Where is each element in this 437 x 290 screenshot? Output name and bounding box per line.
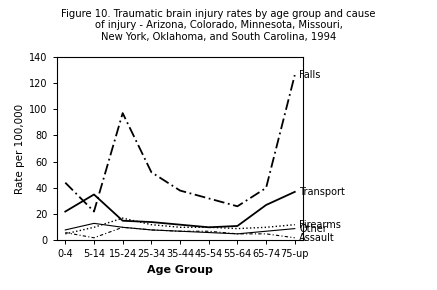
Text: Other: Other — [299, 224, 327, 234]
Transport — [264, 203, 269, 207]
Assault — [235, 232, 240, 235]
Falls — [177, 189, 183, 192]
Text: Firearms: Firearms — [299, 220, 341, 230]
Text: Assault: Assault — [299, 233, 335, 243]
Transport — [149, 220, 154, 224]
Assault — [120, 226, 125, 229]
Assault — [292, 236, 298, 240]
Assault — [177, 229, 183, 233]
Text: Figure 10. Traumatic brain injury rates by age group and cause
of injury - Arizo: Figure 10. Traumatic brain injury rates … — [61, 9, 376, 42]
Text: Transport: Transport — [299, 187, 345, 197]
Falls — [149, 171, 154, 174]
Firearms — [292, 223, 298, 226]
Falls — [264, 186, 269, 190]
Line: Other: Other — [65, 223, 295, 234]
Transport — [292, 190, 298, 194]
Transport — [91, 193, 97, 196]
Firearms — [120, 216, 125, 220]
Other — [91, 222, 97, 225]
Text: Falls: Falls — [299, 70, 320, 80]
Line: Falls: Falls — [65, 75, 295, 211]
Other — [235, 232, 240, 235]
Line: Firearms: Firearms — [65, 218, 295, 234]
Line: Transport: Transport — [65, 192, 295, 227]
Assault — [149, 228, 154, 232]
Other — [177, 229, 183, 233]
Other — [149, 228, 154, 232]
X-axis label: Age Group: Age Group — [147, 265, 213, 275]
Firearms — [91, 226, 97, 229]
Transport — [120, 219, 125, 222]
Firearms — [177, 226, 183, 229]
Transport — [235, 224, 240, 228]
Falls — [235, 204, 240, 208]
Firearms — [149, 223, 154, 226]
Firearms — [235, 227, 240, 230]
Assault — [91, 236, 97, 240]
Y-axis label: Rate per 100,000: Rate per 100,000 — [15, 104, 25, 194]
Transport — [62, 210, 68, 213]
Falls — [206, 197, 212, 200]
Firearms — [264, 226, 269, 229]
Other — [120, 226, 125, 229]
Transport — [206, 226, 212, 229]
Falls — [120, 111, 125, 115]
Assault — [62, 231, 68, 234]
Other — [292, 227, 298, 230]
Other — [206, 231, 212, 234]
Firearms — [62, 232, 68, 235]
Other — [264, 229, 269, 233]
Firearms — [206, 226, 212, 229]
Falls — [292, 73, 298, 77]
Other — [62, 228, 68, 232]
Assault — [206, 229, 212, 233]
Falls — [62, 181, 68, 184]
Transport — [177, 223, 183, 226]
Line: Assault: Assault — [65, 227, 295, 238]
Falls — [91, 210, 97, 213]
Assault — [264, 232, 269, 235]
